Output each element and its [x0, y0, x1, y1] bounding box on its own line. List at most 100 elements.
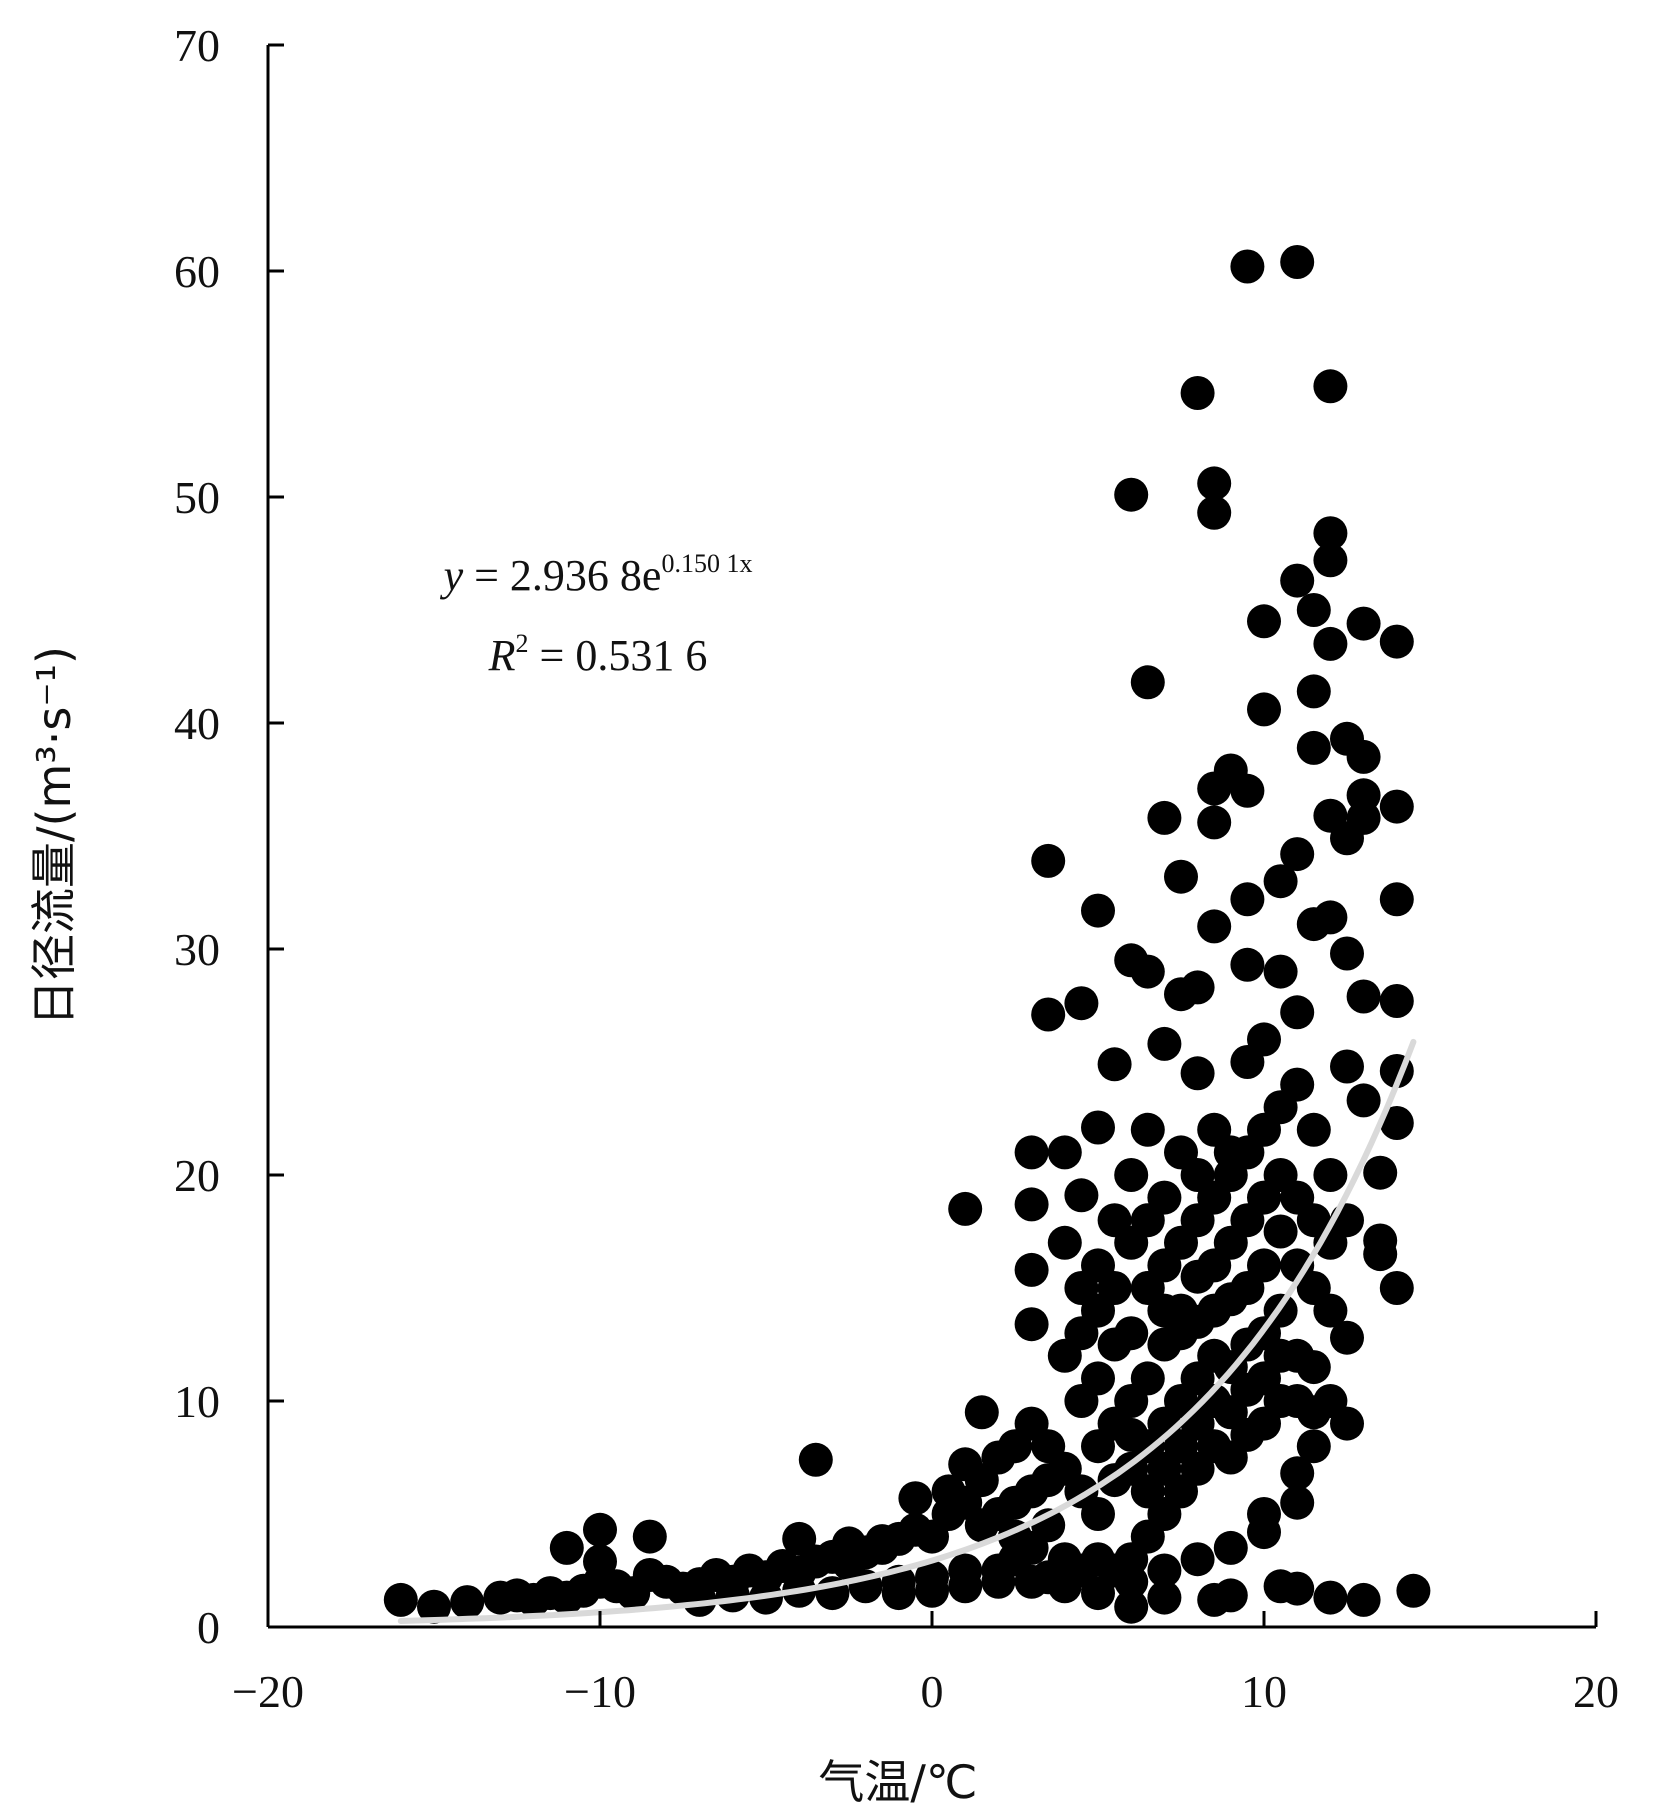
equation-exponent: 0.150 1x: [661, 549, 752, 578]
data-point: [1396, 1573, 1431, 1608]
data-point: [1197, 495, 1232, 530]
data-point: [1114, 1158, 1149, 1192]
data-point: [1047, 1135, 1082, 1170]
data-point: [1313, 1580, 1348, 1615]
data-point: [1014, 1187, 1049, 1222]
data-point: [1379, 1106, 1414, 1140]
data-point: [583, 1512, 617, 1547]
y-tick-label: 60: [174, 246, 220, 297]
y-tick-label: 20: [174, 1150, 220, 1201]
data-point: [1263, 1214, 1298, 1249]
data-point: [583, 1544, 617, 1579]
data-point: [1130, 1361, 1165, 1396]
x-axis: −20 −10 0 10 20: [232, 1611, 1619, 1717]
data-point: [1114, 1316, 1149, 1351]
x-tick-label: −10: [564, 1666, 636, 1717]
data-point: [682, 1582, 717, 1617]
data-point: [832, 1526, 866, 1561]
data-point: [1313, 1158, 1348, 1192]
data-point: [1014, 1135, 1049, 1170]
y-tick-label: 30: [174, 924, 220, 975]
data-point: [981, 1564, 1016, 1599]
y-axis: 0 10 20 30 40 50 60 70: [174, 20, 284, 1653]
data-point: [948, 1191, 983, 1226]
data-point: [1263, 1569, 1298, 1604]
data-point: [1280, 1485, 1315, 1520]
data-point: [1247, 1497, 1281, 1531]
data-point: [1230, 882, 1265, 917]
data-point: [1280, 563, 1315, 598]
data-point: [1047, 1569, 1082, 1604]
data-point: [1280, 1456, 1315, 1491]
data-points: [383, 245, 1431, 1624]
data-point: [1197, 466, 1232, 501]
data-point: [1114, 1564, 1149, 1599]
data-point: [1197, 805, 1232, 840]
data-point: [1081, 1497, 1115, 1531]
data-point: [1379, 882, 1414, 917]
data-point: [1263, 954, 1298, 989]
data-point: [1346, 1582, 1381, 1617]
data-point: [1363, 1237, 1398, 1272]
data-point: [898, 1481, 933, 1516]
data-point: [1064, 1178, 1099, 1213]
equation-rel: = 2.936 8e: [463, 551, 661, 600]
data-point: [1247, 1112, 1281, 1147]
data-point: [1230, 249, 1265, 284]
data-point: [1379, 984, 1414, 1018]
data-point: [1031, 997, 1066, 1032]
data-point: [1280, 1384, 1315, 1418]
data-point: [1230, 947, 1265, 982]
data-point: [865, 1524, 900, 1559]
trend-equation: y = 2.936 8e0.150 1x: [440, 549, 753, 600]
data-point: [915, 1573, 949, 1608]
data-point: [1130, 1112, 1165, 1147]
y-tick-label: 50: [174, 472, 220, 523]
data-point: [1147, 1553, 1182, 1588]
data-point: [1047, 1225, 1082, 1260]
data-point: [1296, 674, 1331, 709]
data-point: [1330, 936, 1364, 971]
data-point: [1296, 1350, 1331, 1385]
data-point: [948, 1569, 983, 1604]
data-point: [1313, 1384, 1348, 1418]
data-point: [1379, 789, 1414, 824]
r2-sup: 2: [516, 629, 529, 658]
data-point: [1147, 1580, 1182, 1615]
data-point: [1230, 773, 1265, 808]
data-point: [1130, 954, 1165, 989]
data-point: [632, 1519, 667, 1554]
data-point: [1164, 859, 1198, 894]
data-point: [948, 1447, 983, 1482]
equation-lhs: y: [440, 551, 464, 600]
x-tick-label: 0: [921, 1666, 944, 1717]
data-point: [1147, 1026, 1182, 1061]
data-point: [1014, 1307, 1049, 1342]
data-point: [1180, 1056, 1215, 1091]
data-point: [1130, 1203, 1165, 1238]
data-point: [1081, 1110, 1115, 1145]
data-point: [1296, 1429, 1331, 1464]
data-point: [1180, 376, 1215, 410]
data-point: [1064, 1316, 1099, 1351]
data-point: [1280, 995, 1315, 1030]
data-point: [1247, 604, 1281, 639]
r2-lhs: R: [488, 631, 516, 680]
data-point: [1313, 626, 1348, 661]
data-point: [1379, 1271, 1414, 1305]
data-point: [1346, 606, 1381, 641]
x-tick-label: 10: [1241, 1666, 1287, 1717]
y-tick-label: 10: [174, 1376, 220, 1427]
data-point: [1313, 543, 1348, 578]
data-point: [1330, 1049, 1364, 1084]
data-point: [1180, 1542, 1215, 1577]
data-point: [1247, 692, 1281, 727]
data-point: [782, 1521, 817, 1556]
data-point: [1313, 516, 1348, 551]
data-point: [1280, 1067, 1315, 1102]
data-point: [1114, 1417, 1149, 1452]
data-point: [964, 1508, 999, 1543]
data-point: [1180, 970, 1215, 1005]
x-tick-label: 20: [1573, 1666, 1619, 1717]
